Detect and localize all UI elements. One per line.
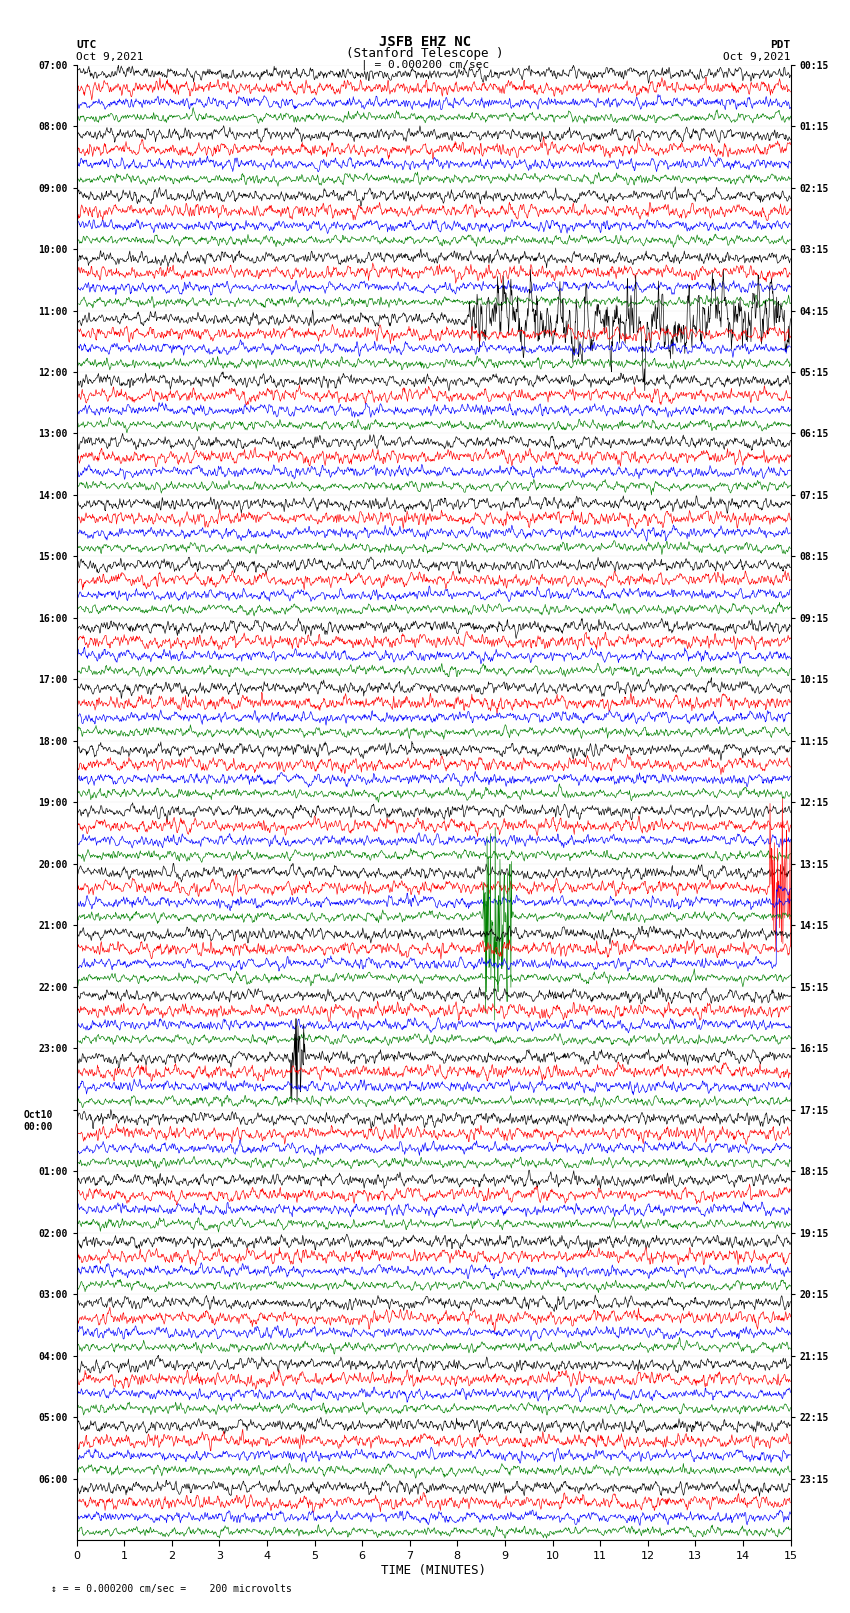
Text: (Stanford Telescope ): (Stanford Telescope ) <box>346 47 504 60</box>
X-axis label: TIME (MINUTES): TIME (MINUTES) <box>381 1563 486 1576</box>
Text: | = 0.000200 cm/sec: | = 0.000200 cm/sec <box>361 60 489 71</box>
Text: UTC: UTC <box>76 40 97 50</box>
Text: ↕ = = 0.000200 cm/sec =    200 microvolts: ↕ = = 0.000200 cm/sec = 200 microvolts <box>51 1584 292 1594</box>
Text: Oct 9,2021: Oct 9,2021 <box>76 52 144 61</box>
Text: Oct 9,2021: Oct 9,2021 <box>723 52 791 61</box>
Text: Oct10
00:00: Oct10 00:00 <box>23 1110 53 1132</box>
Text: JSFB EHZ NC: JSFB EHZ NC <box>379 35 471 50</box>
Text: PDT: PDT <box>770 40 790 50</box>
